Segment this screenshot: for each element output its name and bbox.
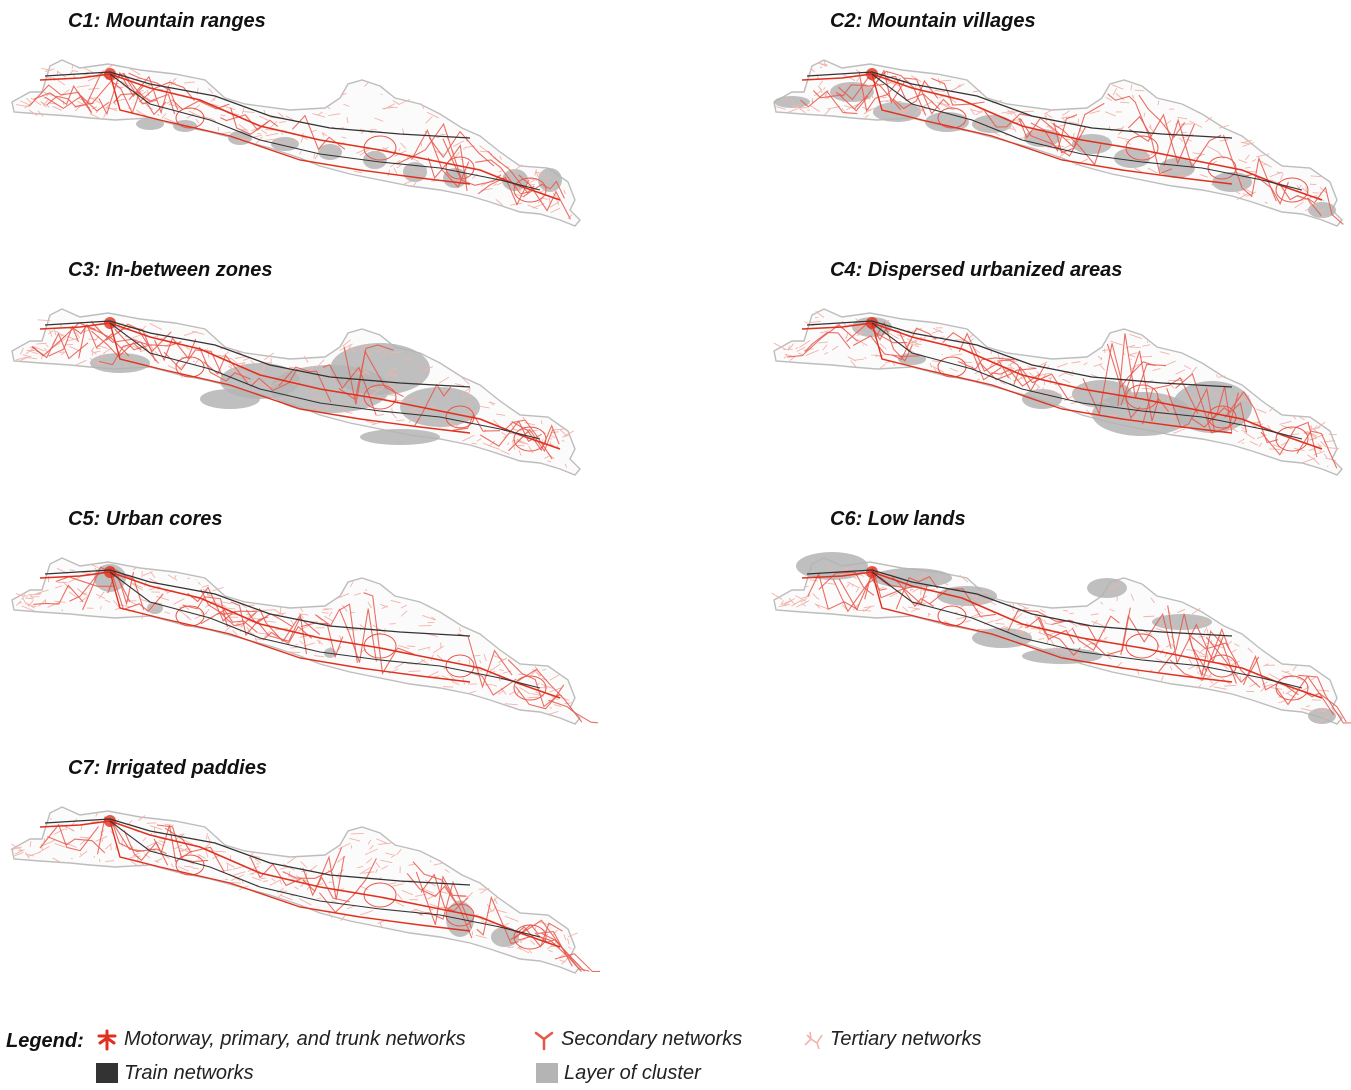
panel-c6: C6: Low lands [762,498,1351,738]
tertiary-road [1143,616,1154,617]
tertiary-road [375,163,381,164]
tertiary-road [408,671,420,672]
secondary-network-icon [533,1029,555,1051]
tertiary-road [411,409,416,410]
cluster-area [1022,648,1102,664]
tertiary-road [991,350,992,354]
tertiary-road [846,337,847,339]
cluster-area [1022,389,1062,409]
legend-text-cluster: Layer of cluster [564,1062,701,1084]
tertiary-road [421,143,422,146]
tertiary-road [288,652,301,653]
tertiary-road [1117,597,1118,601]
cluster-area [360,429,440,445]
panel-title: C5: Urban cores [68,508,223,531]
legend-item-motorway: Motorway, primary, and trunk networks [96,1028,466,1056]
legend-item-tertiary: Tertiary networks [802,1028,982,1056]
java-map [0,538,600,738]
java-map [0,787,600,987]
tertiary-road [1310,184,1316,185]
tertiary-road [220,115,225,116]
tertiary-road [1142,388,1153,389]
java-map [762,40,1351,240]
tertiary-road [1122,588,1123,590]
panel-title: C2: Mountain villages [830,10,1036,33]
tertiary-road [914,346,919,347]
panel-c3: C3: In-between zones [0,249,600,489]
panel-title: C6: Low lands [830,508,966,531]
tertiary-road [1165,609,1166,610]
tertiary-road [921,589,922,595]
tertiary-road [238,379,239,380]
java-map [0,289,600,489]
tertiary-road [328,379,336,380]
tertiary-road [397,420,405,421]
tertiary-road [1046,127,1048,128]
tertiary-road [213,100,215,101]
legend-label: Legend: [6,1030,84,1053]
legend-text-train: Train networks [124,1062,254,1084]
panel-c2: C2: Mountain villages [762,0,1351,240]
tertiary-road [351,845,352,849]
cluster-layer-swatch [536,1063,558,1085]
island-outline [12,807,580,973]
cluster-area [400,387,480,427]
tertiary-road [381,94,383,95]
legend-item-secondary: Secondary networks [533,1028,742,1056]
tertiary-road [122,839,123,845]
tertiary-road [1025,617,1026,618]
cluster-area [1087,578,1127,598]
tertiary-road [1045,116,1046,118]
tertiary-network-icon [802,1029,824,1051]
java-map [762,289,1351,489]
tertiary-road [28,594,40,595]
train-network-swatch [96,1063,118,1085]
panel-c4: C4: Dispersed urbanized areas [762,249,1351,489]
panel-c5: C5: Urban cores [0,498,600,738]
panel-title: C1: Mountain ranges [68,10,266,33]
panel-title: C3: In-between zones [68,259,272,282]
tertiary-road [263,610,276,611]
java-map [0,40,600,240]
panel-c7: C7: Irrigated paddies [0,747,600,987]
panel-c1: C1: Mountain ranges [0,0,600,240]
legend-text-tertiary: Tertiary networks [830,1028,982,1050]
motorway-network-icon [96,1029,118,1051]
java-map [762,538,1351,738]
legend-text-secondary: Secondary networks [561,1028,742,1050]
tertiary-road [1120,102,1129,103]
tertiary-road [71,858,72,859]
panel-title: C7: Irrigated paddies [68,757,267,780]
tertiary-road [541,421,542,425]
tertiary-road [1060,652,1063,653]
tertiary-road [1147,341,1148,343]
tertiary-road [1181,124,1193,125]
tertiary-road [863,345,864,346]
legend: Legend: Motorway, primary, and trunk net… [0,1020,1351,1086]
legend-text-motorway: Motorway, primary, and trunk networks [124,1028,466,1050]
tertiary-road [910,590,911,591]
tertiary-road [72,65,73,68]
cluster-area [872,568,952,588]
tertiary-road [429,648,430,650]
island-outline [774,558,1342,724]
panel-title: C4: Dispersed urbanized areas [830,259,1122,282]
